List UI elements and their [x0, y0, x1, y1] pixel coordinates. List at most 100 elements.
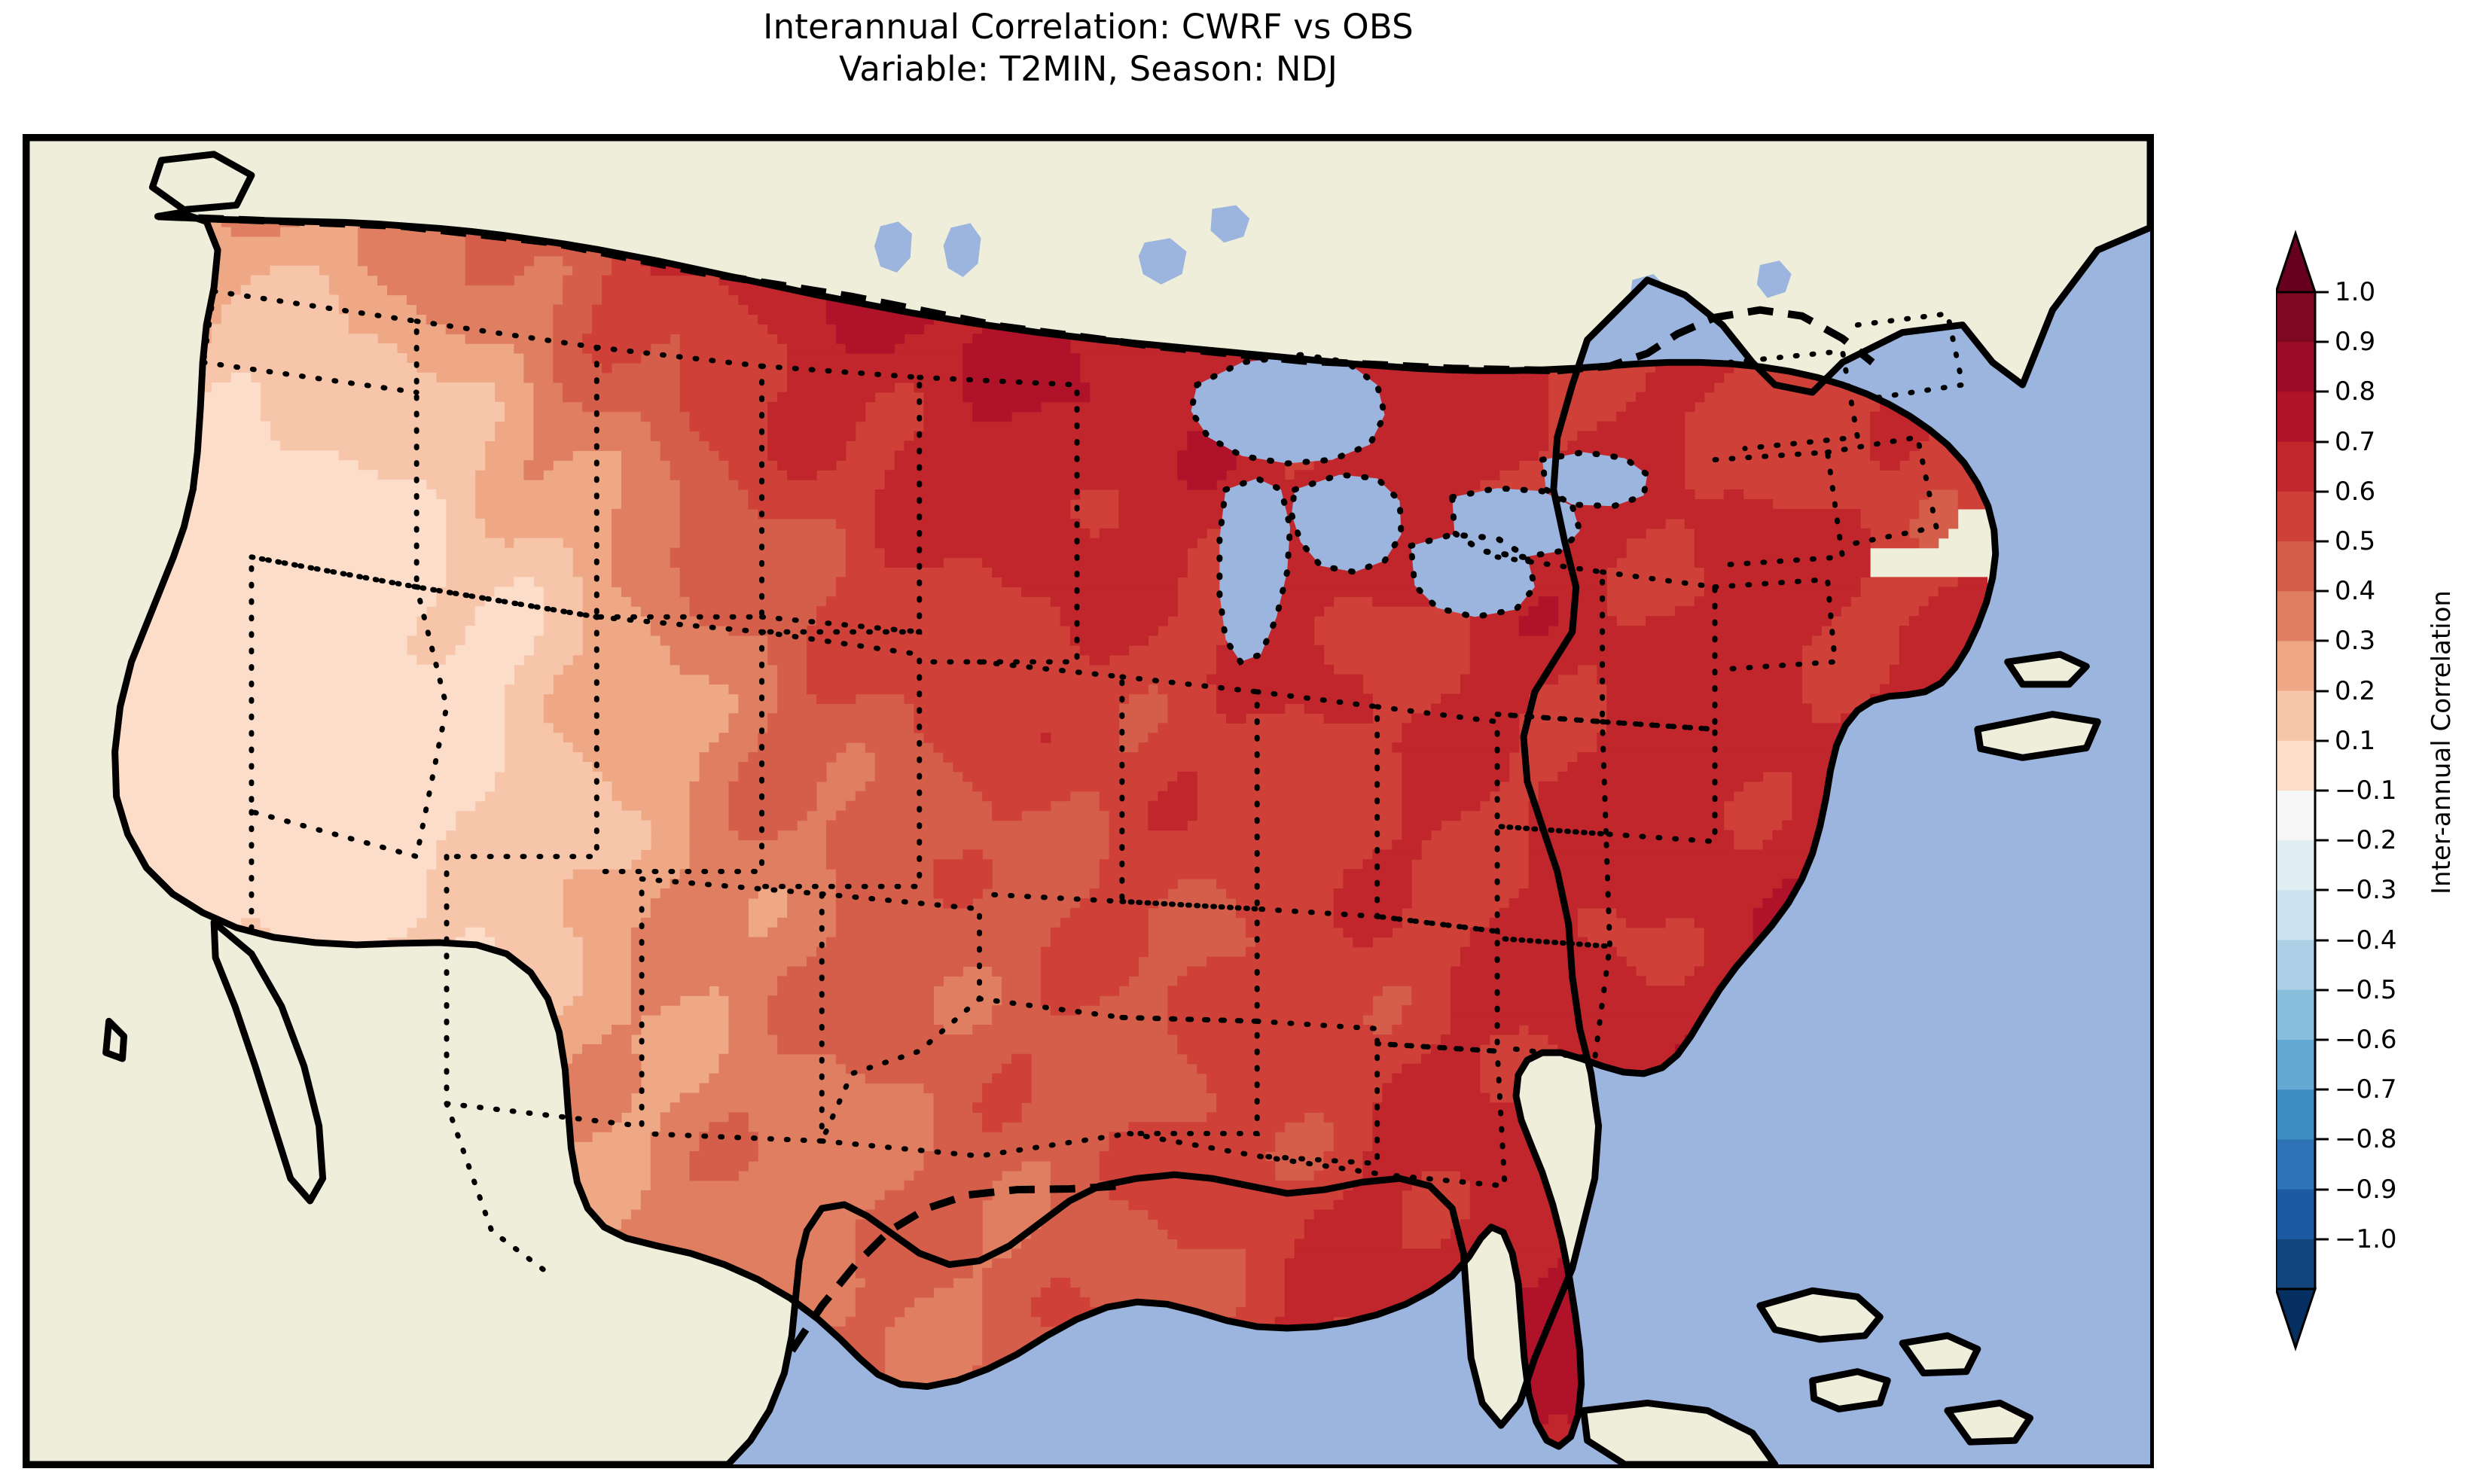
state-border	[211, 288, 419, 590]
state-border	[200, 359, 419, 395]
country-border	[789, 1182, 1123, 1353]
state-border	[593, 614, 765, 874]
colorbar-tick-mark	[2316, 490, 2329, 493]
colorbar-band	[2276, 690, 2315, 742]
colorbar-band	[2276, 441, 2315, 492]
colorbar-tick-label: 0.7	[2335, 426, 2376, 457]
colorbar-tick-mark	[2316, 540, 2329, 543]
colorbar-tick-label: −1.0	[2335, 1223, 2397, 1254]
map-axes	[23, 134, 2154, 1468]
colorbar-tick-label: 0.5	[2335, 526, 2376, 556]
lake-shoreline	[1188, 352, 1388, 467]
island	[1944, 1399, 2034, 1446]
colorbar-tick-label: −0.4	[2335, 925, 2397, 955]
title-line-1: Interannual Correlation: CWRF vs OBS	[763, 7, 1414, 47]
state-border	[1374, 913, 1500, 1054]
colorbar-tick-mark	[2316, 291, 2329, 294]
island	[148, 151, 255, 213]
colorbar-tick-label: 0.4	[2335, 576, 2376, 607]
lake	[1292, 474, 1402, 572]
colorbar-tick-mark	[2316, 839, 2329, 842]
colorbar-tick-label: 0.6	[2335, 476, 2376, 507]
state-border	[249, 553, 450, 860]
colorbar-band	[2276, 791, 2315, 841]
island	[1756, 1287, 1884, 1343]
map-canvas	[26, 138, 2150, 1464]
title-line-2: Variable: T2MIN, Season: NDJ	[838, 48, 1338, 89]
lake-shoreline	[1288, 471, 1405, 575]
colorbar-tick-label: 0.3	[2335, 626, 2376, 657]
colorbar-tick-mark	[2316, 1088, 2329, 1091]
lake-shoreline	[1216, 475, 1294, 666]
lake	[1756, 261, 1792, 298]
state-border	[1498, 824, 1613, 949]
lake	[874, 221, 912, 273]
state-border	[444, 854, 645, 1129]
state-border	[1119, 1014, 1260, 1136]
lake	[1542, 452, 1648, 507]
colorbar-tick-mark	[2316, 440, 2329, 443]
colorbar-tick-label: 0.9	[2335, 327, 2376, 358]
island	[102, 1017, 128, 1062]
colorbar-band	[2276, 840, 2315, 891]
lake	[1219, 478, 1291, 663]
colorbar-tick-label: −0.8	[2335, 1124, 2397, 1155]
island	[1580, 1399, 1779, 1464]
state-border	[1494, 554, 1606, 725]
coastlines	[26, 138, 2150, 1464]
colorbar-tick-mark	[2316, 1238, 2329, 1241]
state-border	[1494, 712, 1609, 837]
colorbar-band	[2276, 1189, 2315, 1240]
colorbar: 1.0 0.9 0.8 0.7 0.6 0.5 0.4 0.3 0.2 0.1 −0.1 −0.2 −0…	[2276, 226, 2397, 1355]
colorbar-band	[2276, 890, 2315, 941]
state-border	[1600, 719, 1718, 845]
colorbar-band	[2276, 989, 2315, 1041]
state-border	[1374, 1041, 1508, 1189]
colorbar-band	[2276, 491, 2315, 542]
colorbar-tick-mark	[2316, 989, 2329, 992]
island	[1809, 1368, 1891, 1412]
colorbar-tick-label: −0.9	[2335, 1174, 2397, 1205]
state-border	[593, 344, 765, 620]
state-border	[444, 1101, 555, 1278]
colorbar-band	[2276, 292, 2315, 343]
coastline-continent	[26, 138, 2150, 1464]
colorbar-band	[2276, 541, 2315, 592]
lake-shoreline	[1449, 485, 1584, 560]
colorbar-tick-mark	[2316, 739, 2329, 742]
state-border	[413, 584, 599, 860]
lake	[1138, 238, 1187, 285]
lake-shoreline	[1539, 449, 1651, 510]
colorbar-band	[2276, 641, 2315, 692]
state-border	[1712, 449, 1846, 568]
colorbar-band	[2276, 342, 2315, 392]
colorbar-band	[2276, 940, 2315, 991]
colorbar-tick-mark	[2316, 590, 2329, 593]
great-lakes	[874, 205, 1792, 666]
state-border	[819, 891, 982, 1144]
colorbar-tick-mark	[2316, 888, 2329, 891]
colorbar-tick-mark	[2316, 690, 2329, 693]
coastline-usa	[111, 209, 2000, 1450]
state-border	[1825, 434, 1940, 549]
state-borders	[190, 288, 1966, 1278]
colorbar-tick-mark	[2316, 1138, 2329, 1141]
island	[1899, 1332, 1981, 1377]
island	[1974, 711, 2101, 761]
colorbar-tick-label: −0.2	[2335, 825, 2397, 856]
colorbar-tick-label: −0.6	[2335, 1025, 2397, 1055]
colorbar-extend-under	[2276, 1287, 2317, 1351]
state-border	[413, 318, 599, 620]
colorbar-band	[2276, 591, 2315, 641]
colorbar-outline	[2276, 291, 2317, 1291]
colorbar-tick-label: 0.8	[2335, 376, 2376, 407]
colorbar-tick-label: 0.1	[2335, 725, 2376, 756]
island	[210, 919, 327, 1205]
colorbar-gradient	[2276, 230, 2317, 1351]
colorbar-tick-mark	[2316, 340, 2329, 343]
colorbar-tick-mark	[2316, 639, 2329, 642]
state-border	[819, 1131, 1133, 1159]
state-border	[1127, 1131, 1388, 1178]
colorbar-band	[2276, 1040, 2315, 1090]
colorbar-tick-label: −0.1	[2335, 776, 2397, 806]
